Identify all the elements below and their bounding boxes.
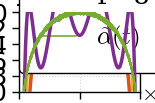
P=4 bbox=[77, 35, 79, 36]
$\tilde{\alpha}(t)$ bbox=[90, 15, 92, 16]
Text: $\times10^{10}$ Estimated $\tilde{\alpha}(t)$ for different polynomials: $\times10^{10}$ Estimated $\tilde{\alpha… bbox=[0, 0, 133, 9]
P=8 bbox=[77, 34, 79, 35]
$\tilde{\alpha}(t)$ bbox=[41, 34, 42, 36]
P=6 bbox=[25, 99, 27, 100]
P=8 bbox=[113, 56, 115, 57]
Line: P=2: P=2 bbox=[20, 12, 139, 44]
P=2 bbox=[138, 43, 140, 44]
P=2 bbox=[135, 40, 136, 41]
Line: $\tilde{\alpha}(t)$: $\tilde{\alpha}(t)$ bbox=[20, 10, 139, 103]
$\tilde{\alpha}(t)$ bbox=[96, 17, 98, 19]
$\tilde{\alpha}(t)$ bbox=[64, 14, 66, 15]
P=6 bbox=[113, 34, 115, 36]
$\tilde{\alpha}(t)$ bbox=[78, 9, 80, 10]
P=8 bbox=[25, 32, 27, 33]
P=2 bbox=[25, 37, 27, 38]
Text: $\times10^{-5}$: $\times10^{-5}$ bbox=[140, 82, 155, 103]
P=2 bbox=[78, 12, 80, 13]
Line: P=8: P=8 bbox=[20, 0, 139, 103]
P=2 bbox=[113, 22, 115, 23]
P=2 bbox=[74, 12, 76, 13]
P=2 bbox=[77, 12, 79, 13]
P=2 bbox=[19, 43, 21, 44]
P=4 bbox=[74, 33, 76, 35]
Legend: P=2, P=4, P=6, P=8, $\tilde{\alpha}(t)$: P=2, P=4, P=6, P=8, $\tilde{\alpha}(t)$ bbox=[19, 0, 155, 73]
P=2 bbox=[135, 40, 136, 41]
Line: P=4: P=4 bbox=[20, 0, 139, 103]
$\tilde{\alpha}(t)$ bbox=[108, 24, 110, 26]
P=8 bbox=[74, 29, 76, 30]
Line: P=6: P=6 bbox=[20, 0, 139, 103]
$\tilde{\alpha}(t)$ bbox=[117, 35, 119, 36]
